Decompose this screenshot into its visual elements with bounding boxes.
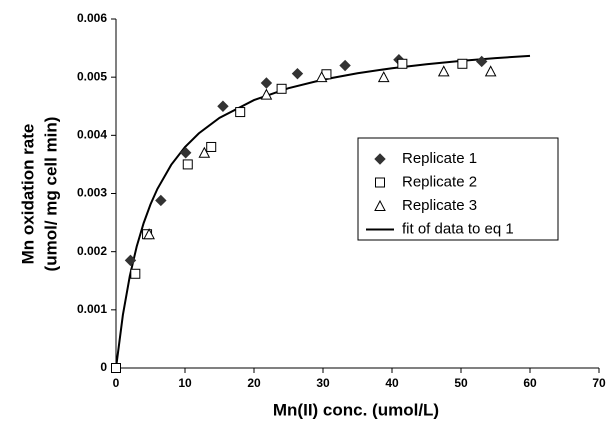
diamond-marker — [124, 254, 137, 267]
square-marker — [276, 83, 287, 94]
legend-label: Replicate 3 — [402, 197, 477, 214]
diamond-marker — [291, 67, 304, 80]
triangle-marker — [315, 71, 328, 83]
diamond-marker — [339, 59, 351, 72]
square-marker — [375, 177, 385, 188]
triangle-marker — [437, 65, 450, 77]
y-tick-label: 0.006 — [77, 11, 107, 25]
y-axis-title: Mn oxidation rate — [18, 124, 37, 265]
triangle-marker — [198, 146, 211, 158]
legend-label: Replicate 2 — [402, 173, 477, 190]
triangle-marker — [143, 228, 155, 240]
diamond-marker — [374, 153, 386, 165]
square-marker — [206, 141, 217, 152]
x-tick-label: 70 — [592, 376, 606, 390]
triangle-marker — [260, 88, 273, 100]
x-tick-label: 60 — [523, 376, 537, 390]
square-marker — [182, 159, 193, 170]
square-marker — [130, 268, 141, 279]
square-marker — [397, 58, 408, 69]
y-tick-label: 0.003 — [77, 186, 107, 200]
x-tick-label: 10 — [178, 376, 192, 390]
x-tick-label: 40 — [385, 376, 399, 390]
y-tick-label: 0.005 — [77, 69, 107, 83]
square-marker — [457, 58, 468, 69]
y-tick-label: 0.001 — [77, 302, 107, 316]
diamond-marker — [475, 55, 488, 68]
y-axis-title: (umol/ mg cell min) — [41, 117, 60, 272]
triangle-marker — [484, 65, 497, 77]
x-tick-label: 50 — [454, 376, 468, 390]
triangle-marker — [374, 199, 386, 211]
square-marker — [111, 363, 121, 373]
x-tick-label: 0 — [113, 376, 120, 390]
fit-line — [115, 54, 531, 369]
x-tick-label: 20 — [247, 376, 261, 390]
legend-box — [357, 137, 559, 241]
diamond-marker — [260, 77, 273, 89]
legend-label: fit of data to eq 1 — [402, 220, 514, 237]
y-tick-label: 0.002 — [77, 244, 107, 258]
x-tick-label: 30 — [316, 376, 330, 390]
triangle-marker — [377, 71, 390, 83]
y-tick-label: 0.004 — [77, 128, 107, 142]
y-tick-label: 0 — [100, 360, 107, 374]
legend-label: Replicate 1 — [402, 150, 477, 167]
diamond-marker — [179, 147, 192, 159]
diamond-marker — [217, 100, 229, 112]
diamond-marker — [155, 194, 167, 207]
x-axis-title: Mn(II) conc. (umol/L) — [273, 400, 439, 419]
square-marker — [235, 107, 246, 118]
